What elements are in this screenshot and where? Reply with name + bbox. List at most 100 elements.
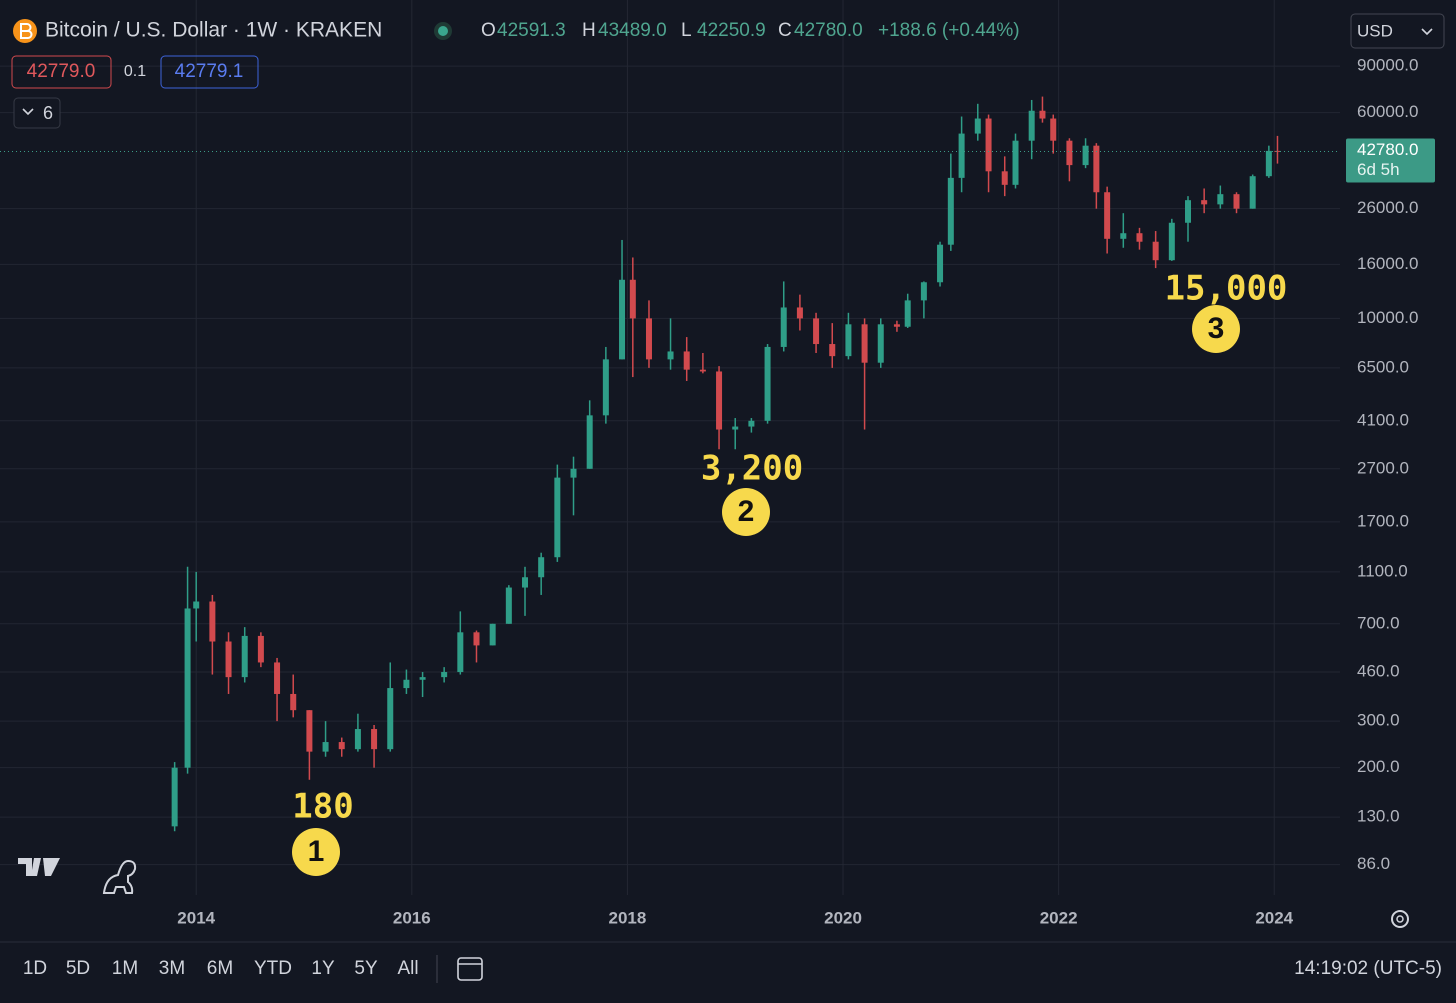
candle-body <box>1233 194 1240 209</box>
sell-button[interactable] <box>11 55 112 89</box>
candle-body <box>473 632 480 646</box>
candle-body <box>306 710 313 752</box>
y-tick-label: 6500.0 <box>1357 357 1409 376</box>
clock: 14:19:02 (UTC-5) <box>1294 958 1442 979</box>
currency-select[interactable] <box>1350 13 1445 49</box>
range-button[interactable]: All <box>397 958 418 979</box>
candle-body <box>937 244 944 283</box>
candle-body <box>716 371 723 430</box>
chevron <box>22 108 34 116</box>
y-tick-label: 700.0 <box>1357 613 1400 632</box>
candle-body <box>505 587 512 624</box>
candle-body <box>1120 233 1127 239</box>
y-tick-label: 200.0 <box>1357 757 1400 776</box>
currency: USD <box>1357 21 1393 40</box>
sell-price: 42779.0 <box>27 61 96 82</box>
y-tick-label: 86.0 <box>1357 854 1390 873</box>
range-button[interactable]: 1Y <box>311 958 335 979</box>
range-button[interactable]: 5Y <box>354 958 378 979</box>
candle-body <box>1152 241 1159 261</box>
chevron <box>1421 28 1433 36</box>
candle-body <box>974 118 981 134</box>
buy-price: 42779.1 <box>175 61 244 82</box>
candle-body <box>570 468 577 478</box>
ohlc-value: 42780.0 <box>794 20 863 41</box>
annotation-number: 3 <box>1208 312 1225 345</box>
candle-body <box>1012 140 1019 185</box>
x-tick-label: 2022 <box>1040 908 1078 927</box>
range-button[interactable]: 5D <box>66 958 90 979</box>
y-tick-label: 10000.0 <box>1357 308 1418 327</box>
candle-body <box>387 688 394 750</box>
candle-body <box>985 118 992 172</box>
settings-icon-center <box>1396 915 1404 923</box>
y-tick-label: 4100.0 <box>1357 410 1409 429</box>
y-tick-label: 1700.0 <box>1357 511 1409 530</box>
go-to-date[interactable] <box>457 957 483 981</box>
candle-body <box>748 420 755 427</box>
candle-body <box>1093 145 1100 193</box>
candle-body <box>489 623 496 646</box>
settings-icon[interactable] <box>1391 910 1409 928</box>
candle-body <box>645 318 652 360</box>
y-tick-label: 90000.0 <box>1357 56 1418 75</box>
annotation-text: 3,200 <box>701 449 803 489</box>
candle-body <box>171 767 178 827</box>
candle-body <box>780 307 787 347</box>
candle-body <box>732 426 739 430</box>
candle-body <box>586 415 593 469</box>
y-tick-label: 460.0 <box>1357 662 1400 681</box>
annotation-text: 15,000 <box>1165 269 1288 309</box>
candle-body <box>958 133 965 178</box>
range-button[interactable]: 6M <box>207 958 233 979</box>
candle-body <box>947 177 954 245</box>
candle-body <box>845 324 852 357</box>
range-button[interactable]: YTD <box>254 958 292 979</box>
candle-body <box>1168 222 1175 261</box>
buy-button[interactable] <box>160 55 259 89</box>
candles <box>171 96 1281 832</box>
ohlc-key: H <box>582 20 596 41</box>
candle-body <box>1274 150 1281 152</box>
candle-body <box>522 577 529 588</box>
candle-body <box>1136 233 1143 242</box>
y-tick-label: 26000.0 <box>1357 198 1418 217</box>
candle-body <box>371 729 378 750</box>
candle-body <box>904 300 911 327</box>
range-button[interactable]: 1M <box>112 958 138 979</box>
range-button[interactable]: 1D <box>23 958 47 979</box>
candle-body <box>667 351 674 360</box>
candle-body <box>1104 192 1111 239</box>
candle-body <box>619 279 626 360</box>
candle-body <box>796 307 803 319</box>
indicators-count: 6 <box>43 103 53 123</box>
range-button[interactable]: 3M <box>159 958 185 979</box>
x-tick-label: 2016 <box>393 908 431 927</box>
candle-body <box>1050 118 1057 141</box>
ohlc-key: L <box>681 20 692 41</box>
candle-body <box>699 369 706 372</box>
ohlc-key: C <box>778 20 792 41</box>
candle-body <box>441 672 448 678</box>
dino-icon[interactable] <box>102 859 137 894</box>
candle-body <box>764 346 771 421</box>
candle-body <box>209 601 216 642</box>
bitcoin-glyph <box>20 23 33 39</box>
annotation-badge <box>1192 305 1240 353</box>
indicators-toggle[interactable] <box>13 97 61 129</box>
candle-body <box>193 601 200 609</box>
spread: 0.1 <box>124 63 146 80</box>
candle-body <box>419 677 426 680</box>
candle-body <box>290 693 297 711</box>
candle-body <box>1249 176 1256 209</box>
countdown: 6d 5h <box>1357 160 1400 179</box>
candle-body <box>1217 194 1224 205</box>
candle-body <box>920 282 927 301</box>
candle-body <box>184 608 191 768</box>
grid <box>0 0 1340 895</box>
y-tick-label: 300.0 <box>1357 711 1400 730</box>
ohlc-key: O <box>481 20 496 41</box>
tradingview-logo[interactable] <box>18 858 60 876</box>
candle-body <box>629 279 636 319</box>
